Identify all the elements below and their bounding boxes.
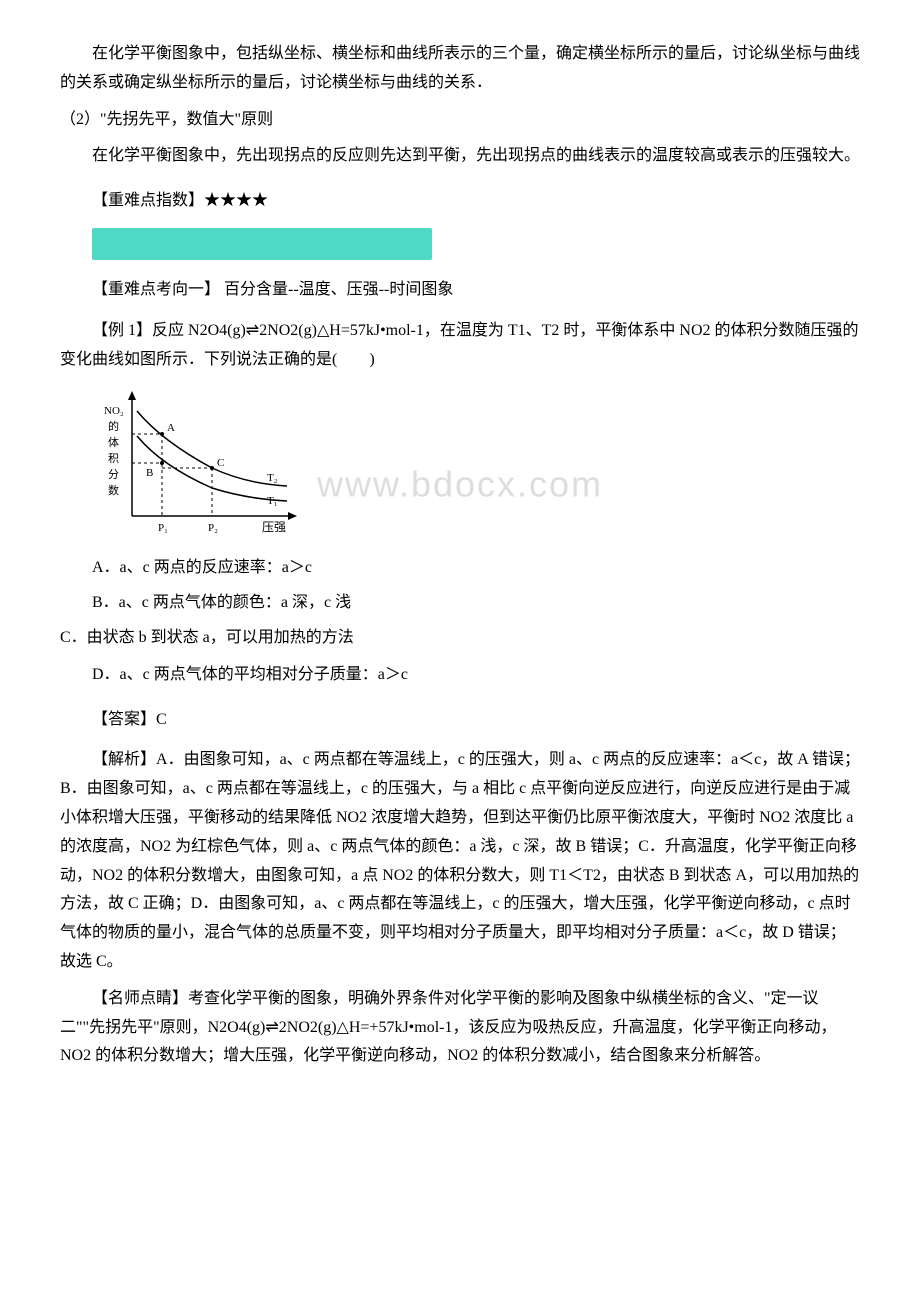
x-axis-label: 压强 <box>262 520 286 534</box>
direction-section: 【重难点考向一】 百分含量--温度、压强--时间图象 <box>92 276 860 305</box>
point-b-label: B <box>146 467 153 479</box>
difficulty-stars: ★★★★ <box>204 192 268 209</box>
answer-section: 【答案】C <box>92 706 860 735</box>
answer-text: C <box>156 711 167 728</box>
option-b: B．a、c 两点气体的颜色：a 深，c 浅 <box>92 589 860 618</box>
option-a: A．a、c 两点的反应速率：a＞c <box>92 554 860 583</box>
green-highlight-bar <box>92 228 432 260</box>
example-label: 【例 1】 <box>92 322 152 339</box>
rule2-title: （2）"先拐先平，数值大"原则 <box>60 106 860 135</box>
direction-text: 百分含量--温度、压强--时间图象 <box>224 281 453 298</box>
example-question: 【例 1】反应 N2O4(g)⇌2NO2(g)△H=57kJ•mol-1，在温度… <box>60 317 860 375</box>
x-tick-p2: P₂ <box>208 522 218 534</box>
option-d: D．a、c 两点气体的平均相对分子质量：a＞c <box>92 661 860 690</box>
difficulty-index: 【重难点指数】★★★★ <box>92 187 860 216</box>
point-c-label: C <box>217 457 224 469</box>
point-a-label: A <box>167 422 175 434</box>
y-label-2: 体 <box>108 435 119 449</box>
direction-label: 【重难点考向一】 <box>92 281 220 298</box>
x-tick-p1: P₁ <box>158 522 168 534</box>
volume-fraction-chart: NO₂ 的 体 积 分 数 压强 T₂ T₁ A <box>92 386 312 546</box>
chart-diagram: NO₂ 的 体 积 分 数 压强 T₂ T₁ A <box>92 386 860 546</box>
option-c: C．由状态 b 到状态 a，可以用加热的方法 <box>60 624 860 653</box>
y-label-5: 数 <box>108 484 119 497</box>
analysis-section: 【解析】A．由图象可知，a、c 两点都在等温线上，c 的压强大，则 a、c 两点… <box>60 746 860 976</box>
intro-paragraph-1: 在化学平衡图象中，包括纵坐标、横坐标和曲线所表示的三个量，确定横坐标所示的量后，… <box>60 40 860 98</box>
rule2-body: 在化学平衡图象中，先出现拐点的反应则先达到平衡，先出现拐点的曲线表示的温度较高或… <box>60 142 860 171</box>
answer-label: 【答案】 <box>92 711 156 728</box>
y-label-4: 分 <box>108 468 119 481</box>
y-label-0: NO₂ <box>104 405 124 417</box>
difficulty-label: 【重难点指数】 <box>92 192 204 209</box>
teacher-note-label: 【名师点睛】 <box>92 990 188 1007</box>
y-label-3: 积 <box>108 452 119 465</box>
analysis-text: A．由图象可知，a、c 两点都在等温线上，c 的压强大，则 a、c 两点的反应速… <box>60 751 860 970</box>
y-label-1: 的 <box>108 419 119 433</box>
teacher-note-section: 【名师点睛】考查化学平衡的图象，明确外界条件对化学平衡的影响及图象中纵横坐标的含… <box>60 985 860 1071</box>
curve-t1-label: T₁ <box>267 495 278 507</box>
example-text: 反应 N2O4(g)⇌2NO2(g)△H=57kJ•mol-1，在温度为 T1、… <box>60 322 859 368</box>
analysis-label: 【解析】 <box>92 751 156 768</box>
curve-t2-label: T₂ <box>267 472 278 484</box>
